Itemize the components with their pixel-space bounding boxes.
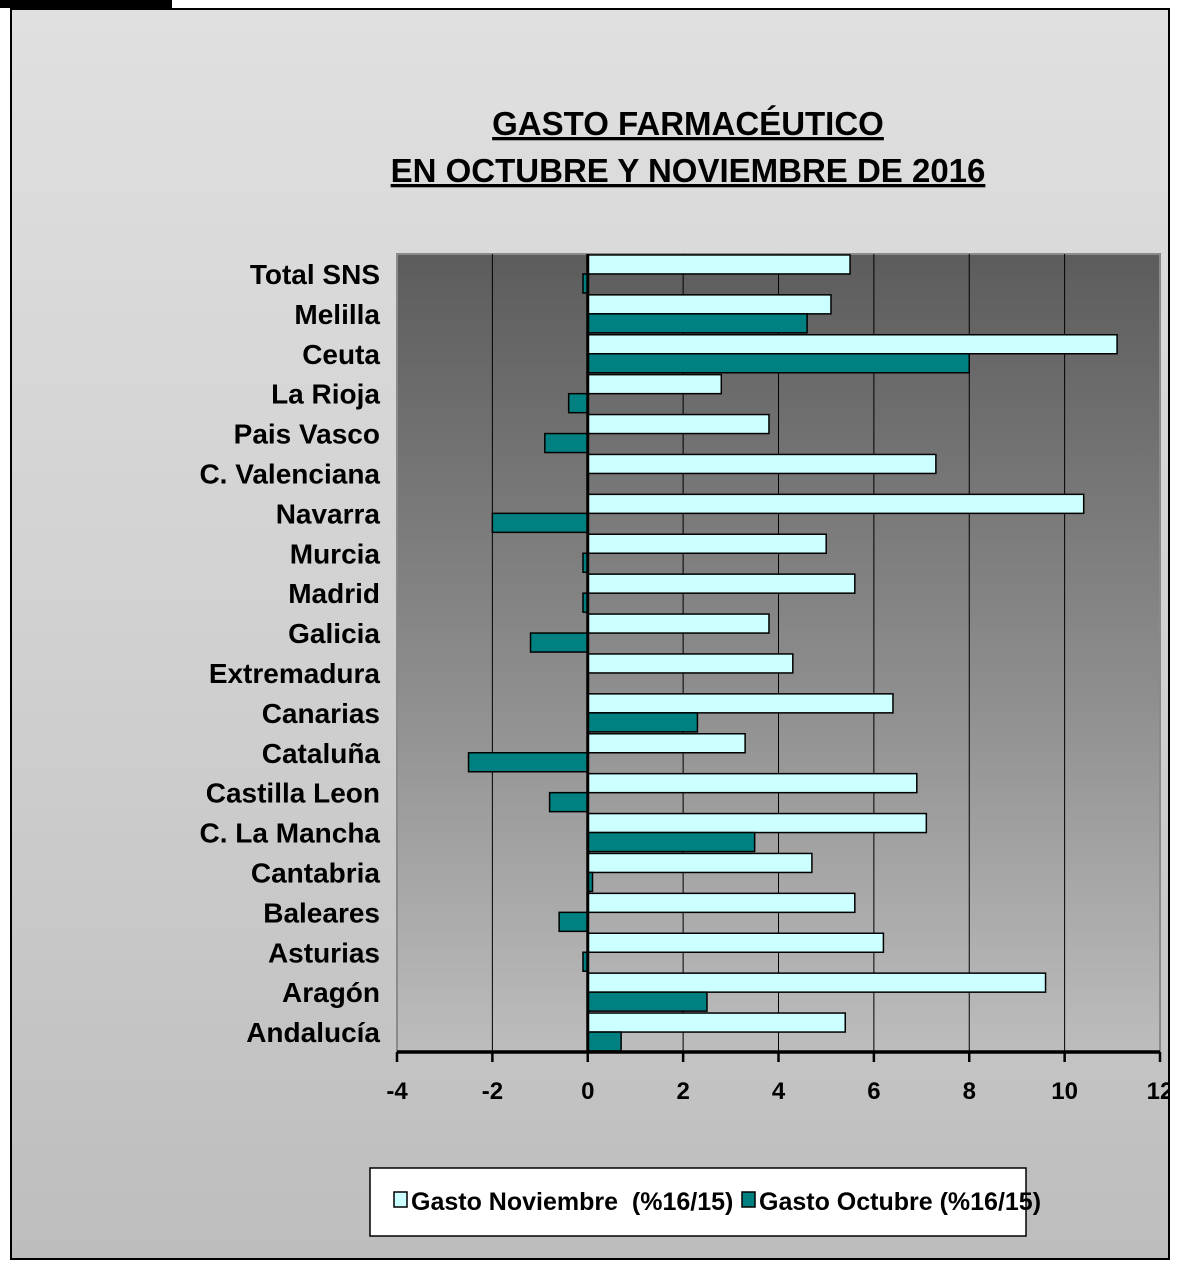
legend-box	[369, 1167, 1027, 1237]
legend-swatch-octubre	[741, 1191, 756, 1208]
plot-area: Total SNS Melilla Ceuta La Rioja Pais Vasco C…	[199, 253, 1168, 1105]
category-label: Murcia	[290, 538, 381, 569]
category-label: Asturias	[268, 937, 380, 968]
bar-noviembre-8	[587, 573, 856, 594]
bar-noviembre-1	[587, 294, 832, 315]
bar-octubre-19	[587, 1031, 622, 1052]
bar-noviembre-14	[587, 812, 928, 834]
legend-label-noviembre: Gasto Noviembre (%16/15)	[411, 1188, 733, 1216]
bar-noviembre-15	[587, 852, 813, 874]
x-tick-label: 10	[1051, 1078, 1078, 1105]
category-label: Cantabria	[251, 857, 381, 888]
category-label: Pais Vasco	[234, 419, 380, 450]
bar-octubre-9	[529, 632, 589, 653]
bar-noviembre-4	[587, 413, 770, 435]
bar-noviembre-9	[587, 613, 770, 634]
category-label: La Rioja	[271, 379, 380, 410]
x-tick-label: 12	[1147, 1078, 1168, 1105]
legend-label-octubre: Gasto Octubre (%16/15)	[759, 1188, 1041, 1216]
bar-octubre-6	[491, 512, 589, 534]
bar-octubre-4	[544, 432, 589, 454]
bar-noviembre-19	[587, 1012, 847, 1033]
bar-noviembre-18	[587, 972, 1047, 993]
bar-octubre-2	[587, 353, 970, 374]
bar-noviembre-11	[587, 693, 894, 714]
chart-title-line-1: GASTO FARMACÉUTICO	[492, 105, 884, 142]
bar-noviembre-10	[587, 653, 794, 674]
bar-noviembre-5	[587, 453, 937, 475]
category-label: Melilla	[294, 299, 380, 330]
bar-noviembre-17	[587, 932, 885, 953]
category-label: Navarra	[276, 498, 381, 529]
x-tick-label: 4	[772, 1078, 786, 1105]
legend: Gasto Noviembre (%16/15) Gasto Octubre (%…	[369, 1167, 1041, 1237]
bar-octubre-1	[587, 313, 808, 334]
bar-octubre-3	[567, 392, 589, 414]
category-label: Galicia	[288, 618, 380, 649]
category-label: Total SNS	[250, 259, 380, 290]
bar-noviembre-13	[587, 772, 918, 794]
bar-octubre-18	[587, 991, 708, 1012]
category-label: Andalucía	[246, 1017, 380, 1048]
x-tick-label: -4	[386, 1078, 408, 1105]
category-label: Aragón	[282, 977, 380, 1008]
category-label: Castilla Leon	[206, 778, 380, 809]
x-tick-label: -2	[482, 1078, 503, 1105]
bar-noviembre-7	[587, 533, 827, 554]
bar-noviembre-2	[587, 334, 1118, 355]
category-label: Canarias	[262, 698, 380, 729]
bar-noviembre-0	[587, 254, 851, 275]
bar-noviembre-12	[587, 733, 746, 754]
category-label: C. Valenciana	[199, 458, 380, 489]
x-tick-label: 0	[581, 1078, 594, 1105]
bar-noviembre-6	[587, 493, 1085, 515]
bar-noviembre-16	[587, 892, 856, 914]
chart-title: GASTO FARMACÉUTICO EN OCTUBRE Y NOVIEMBRE…	[391, 105, 986, 189]
bar-octubre-12	[467, 752, 589, 773]
corner-tab	[0, 0, 172, 8]
x-tick-label: 2	[676, 1078, 689, 1105]
category-label: Madrid	[288, 578, 380, 609]
chart-title-line-2: EN OCTUBRE Y NOVIEMBRE DE 2016	[391, 152, 986, 189]
category-label: Ceuta	[302, 339, 380, 370]
bar-octubre-13	[548, 791, 589, 813]
x-tick-label: 8	[963, 1078, 976, 1105]
category-label: C. La Mancha	[200, 818, 381, 849]
bar-octubre-16	[558, 911, 589, 933]
bar-octubre-14	[587, 831, 756, 853]
chart: GASTO FARMACÉUTICO EN OCTUBRE Y NOVIEMBRE…	[199, 105, 1168, 1237]
legend-swatch-noviembre	[393, 1191, 408, 1208]
chart-frame: GASTO FARMACÉUTICO EN OCTUBRE Y NOVIEMBRE…	[10, 8, 1170, 1260]
bar-octubre-11	[587, 712, 699, 733]
x-tick-label: 6	[867, 1078, 880, 1105]
bar-noviembre-3	[587, 373, 723, 395]
category-label: Extremadura	[209, 658, 381, 689]
category-label: Baleares	[263, 897, 380, 928]
category-label: Cataluña	[262, 738, 381, 769]
